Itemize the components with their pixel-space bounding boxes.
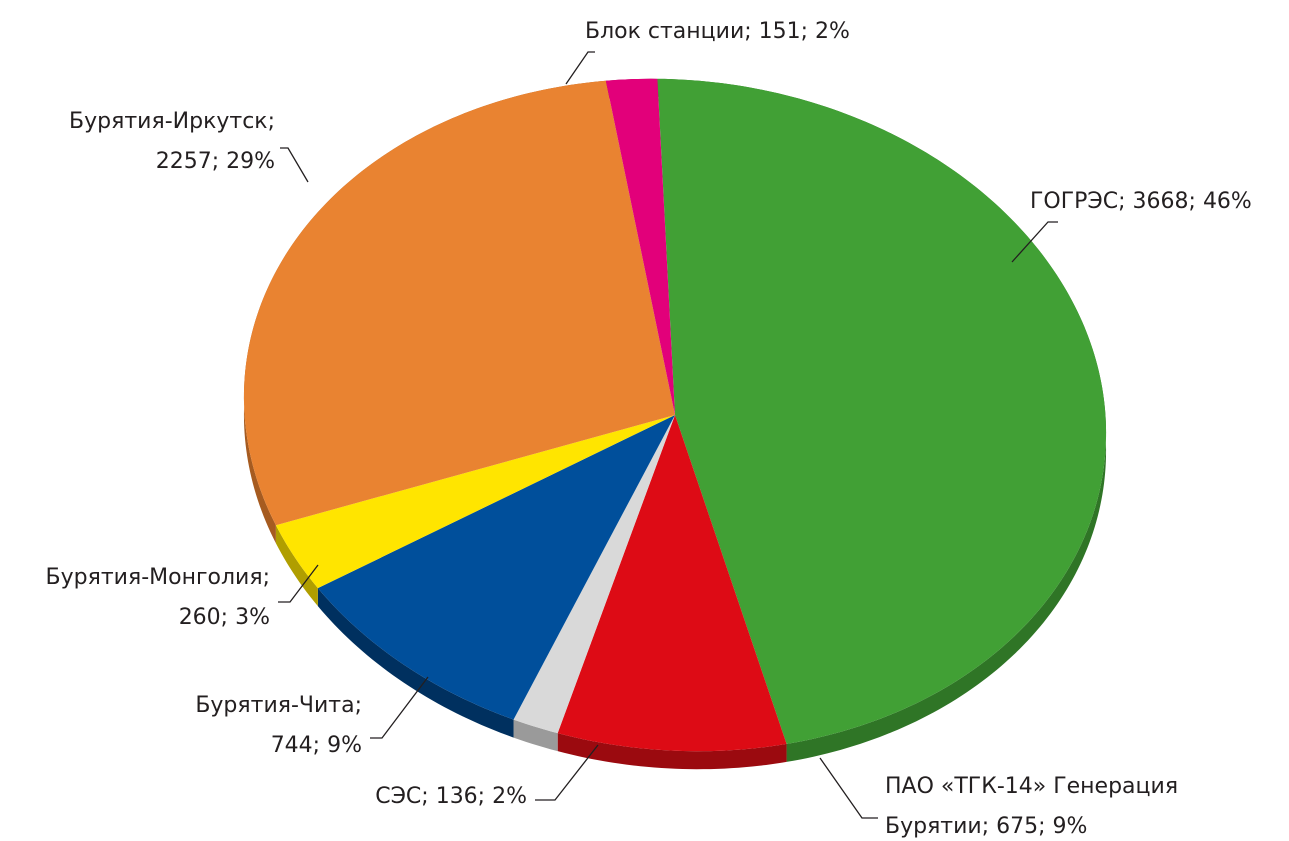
data-label: Бурятии; 675; 9% bbox=[885, 814, 1087, 839]
leader-line bbox=[819, 757, 878, 819]
pie-slice bbox=[317, 415, 675, 720]
data-label: 2257; 29% bbox=[156, 149, 275, 174]
leader-line bbox=[370, 676, 429, 739]
data-label: 260; 3% bbox=[179, 605, 270, 630]
data-label: 744; 9% bbox=[271, 733, 362, 758]
leader-line bbox=[278, 564, 319, 603]
leader-line bbox=[280, 147, 309, 183]
leader-line bbox=[535, 744, 599, 801]
pie-side bbox=[557, 733, 787, 770]
data-label: ГОГРЭС; 3668; 46% bbox=[1030, 189, 1252, 214]
leader-line bbox=[1011, 221, 1058, 263]
data-label: Бурятия-Чита; bbox=[195, 693, 362, 718]
pie-side bbox=[513, 719, 558, 752]
leader-line bbox=[565, 51, 595, 85]
pie-slice bbox=[243, 80, 675, 526]
data-label: Бурятия-Иркутск; bbox=[69, 109, 275, 134]
data-label: СЭС; 136; 2% bbox=[375, 784, 527, 809]
data-label: Блок станции; 151; 2% bbox=[585, 19, 850, 44]
pie-slice bbox=[513, 415, 675, 734]
pie-side bbox=[317, 588, 514, 738]
data-label: ПАО «ТГК-14» Генерация bbox=[885, 774, 1178, 799]
data-label: Бурятия-Монголия; bbox=[46, 565, 270, 590]
pie-slice bbox=[605, 78, 675, 415]
pie-slice bbox=[557, 415, 787, 752]
pie-slice bbox=[275, 415, 675, 589]
pie-side bbox=[275, 525, 318, 607]
pie-slice bbox=[657, 78, 1107, 744]
